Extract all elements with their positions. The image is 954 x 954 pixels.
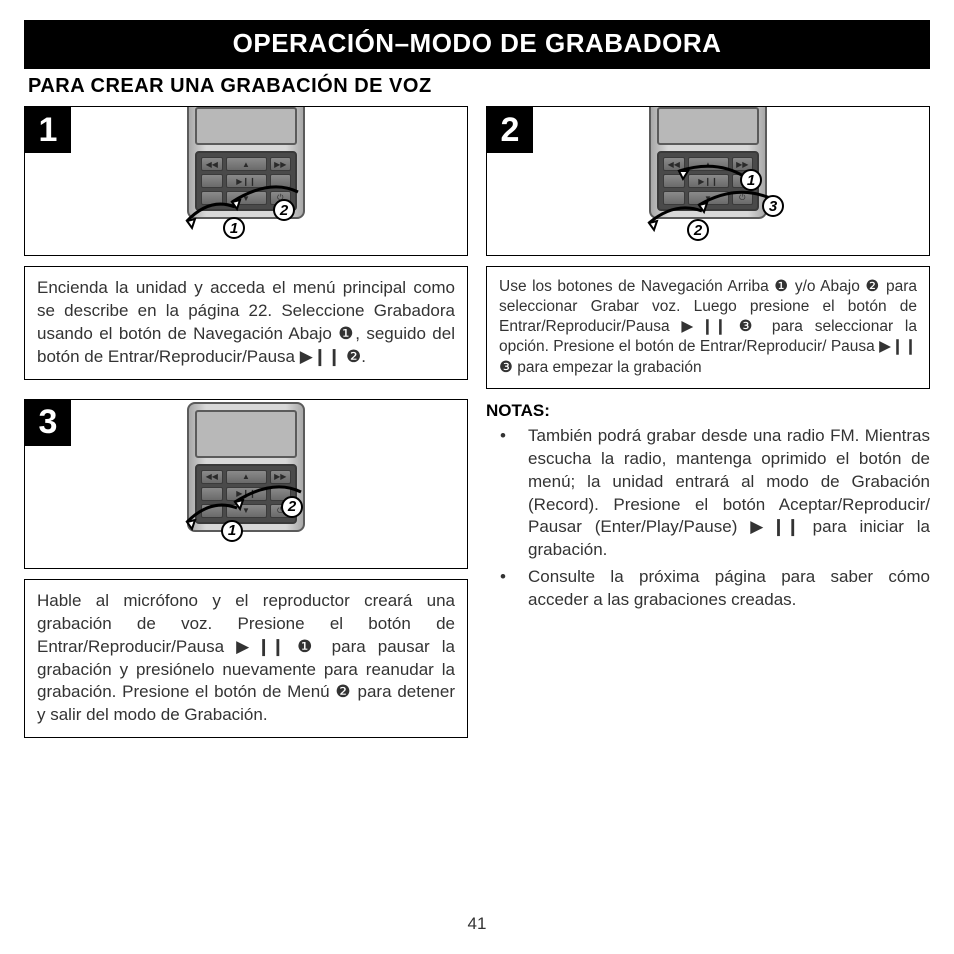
step-1-image: 1 ◀◀▲▶▶ ▶❙❙ ▼⏻ 1 2 [24, 106, 468, 256]
step-3-image: 3 ◀◀▲▶▶ ▶❙❙ ▼⏻ 1 2 [24, 399, 468, 569]
notes-section: NOTAS: También podrá grabar desde una ra… [486, 399, 930, 739]
row-step3-notes: 3 ◀◀▲▶▶ ▶❙❙ ▼⏻ 1 2 [24, 399, 930, 739]
notes-title: NOTAS: [486, 401, 930, 421]
callout-2: 2 [687, 219, 709, 241]
step-number-2: 2 [487, 107, 533, 153]
page-number: 41 [0, 914, 954, 934]
section-title: OPERACIÓN–MODO DE GRABADORA [24, 20, 930, 69]
step-3-text: Hable al micrófono y el reproductor crea… [24, 579, 468, 739]
section-subtitle: PARA CREAR UNA GRABACIÓN DE VOZ [28, 75, 930, 98]
row-step-texts-1-2: Encienda la unidad y acceda el menú prin… [24, 266, 930, 389]
row-step-images-1-2: 1 ◀◀▲▶▶ ▶❙❙ ▼⏻ 1 2 [24, 106, 930, 256]
step-2-text: Use los botones de Navegación Arriba ❶ y… [486, 266, 930, 389]
callout-1: 1 [223, 217, 245, 239]
step-number-3: 3 [25, 400, 71, 446]
step-number-1: 1 [25, 107, 71, 153]
note-item: Consulte la próxima página para saber có… [486, 566, 930, 612]
note-item: También podrá grabar desde una radio FM.… [486, 425, 930, 563]
callout-2: 2 [273, 199, 295, 221]
callout-1: 1 [221, 520, 243, 542]
callout-2: 2 [281, 496, 303, 518]
step-2-image: 2 ◀◀▲▶▶ ▶❙❙ ▼⏻ [486, 106, 930, 256]
callout-3: 3 [762, 195, 784, 217]
step-1-text: Encienda la unidad y acceda el menú prin… [24, 266, 468, 380]
callout-1: 1 [740, 169, 762, 191]
